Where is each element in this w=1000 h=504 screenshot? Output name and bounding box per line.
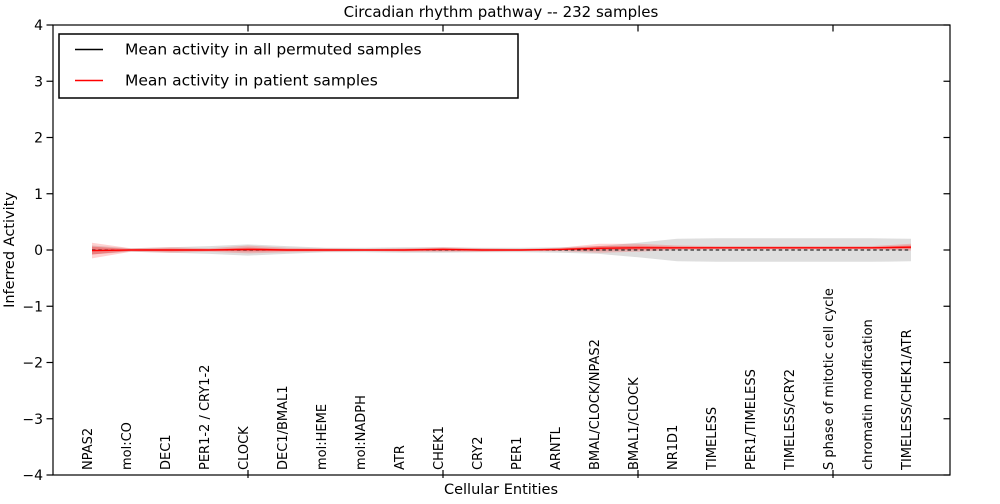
y-tick-label: 2 xyxy=(34,131,43,147)
entity-label: CRY2 xyxy=(471,437,486,471)
entity-label: ARNTL xyxy=(549,426,564,470)
y-axis-label: Inferred Activity xyxy=(2,192,18,308)
entity-label: chromatin modification xyxy=(861,319,876,470)
entity-label: S phase of mitotic cell cycle xyxy=(822,288,837,470)
legend-label-permuted: Mean activity in all permuted samples xyxy=(125,41,422,59)
entity-label: NPAS2 xyxy=(81,428,96,470)
mean-line-patient xyxy=(91,246,912,252)
y-tick-label: −2 xyxy=(22,356,43,372)
series-lines xyxy=(91,246,912,252)
legend-label-patient: Mean activity in patient samples xyxy=(125,72,378,90)
y-tick-label: −1 xyxy=(22,299,43,315)
entity-label: PER1-2 / CRY1-2 xyxy=(198,365,213,470)
entity-label: CLOCK xyxy=(237,426,252,470)
entity-label: PER1 xyxy=(510,437,525,470)
legend-box xyxy=(58,33,519,99)
y-tick-label: −4 xyxy=(22,468,43,484)
x-axis-label: Cellular Entities xyxy=(444,482,558,498)
entity-label: mol:HEME xyxy=(315,404,330,470)
plot-border xyxy=(52,24,951,476)
entity-label: ATR xyxy=(393,445,408,470)
entity-label: TIMELESS/CHEK1/ATR xyxy=(900,329,915,471)
entity-label: DEC1/BMAL1 xyxy=(276,386,291,471)
chart-title: Circadian rhythm pathway -- 232 samples xyxy=(344,3,659,21)
legend: Mean activity in all permuted samples Me… xyxy=(58,33,519,99)
entity-tick-labels: NPAS2 mol:CO DEC1 PER1-2 / CRY1-2 CLOCK DEC1/… xyxy=(81,288,915,471)
entity-label: CHEK1 xyxy=(432,426,447,470)
entity-label: DEC1 xyxy=(159,434,174,470)
y-tick-label: 0 xyxy=(34,243,43,259)
entity-label: mol:CO xyxy=(120,422,135,470)
entity-label: TIMELESS xyxy=(705,407,720,471)
entity-label: mol:NADPH xyxy=(354,395,369,470)
y-tick-label: 4 xyxy=(34,18,43,34)
entity-label: TIMELESS/CRY2 xyxy=(783,369,798,471)
y-tick-labels: −4 −3 −2 −1 0 1 2 3 4 xyxy=(22,18,43,484)
y-tick-label: 1 xyxy=(34,187,43,203)
entity-label: NR1D1 xyxy=(666,425,681,470)
entity-label: PER1/TIMELESS xyxy=(744,369,759,470)
entity-label: BMAL1/CLOCK xyxy=(627,377,642,470)
y-tick-label: 3 xyxy=(34,74,43,90)
y-tick-label: −3 xyxy=(22,412,43,428)
entity-label: BMAL/CLOCK/NPAS2 xyxy=(588,339,603,470)
